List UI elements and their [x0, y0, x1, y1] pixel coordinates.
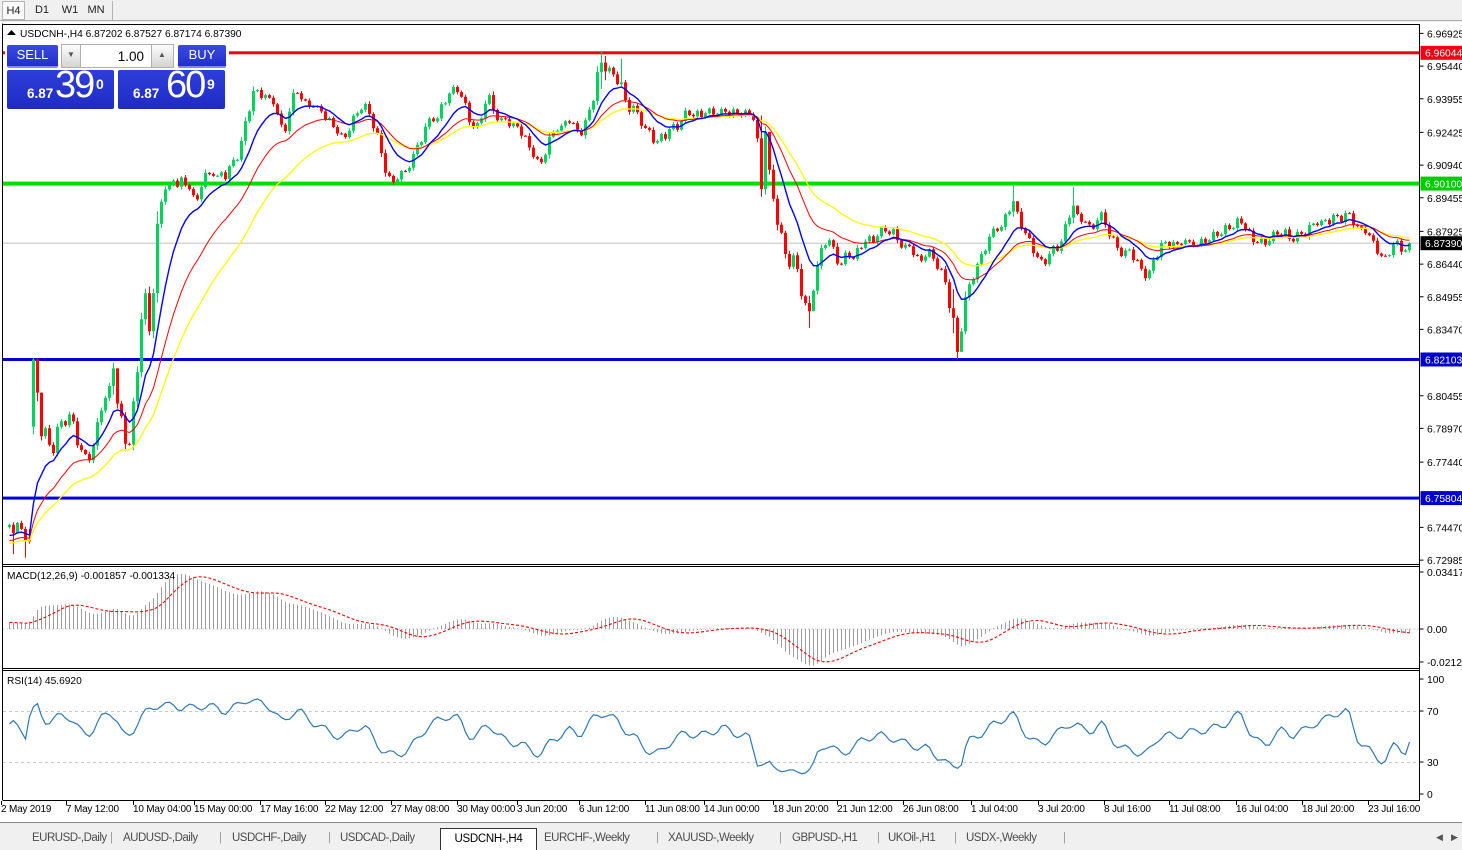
- svg-text:6.92425: 6.92425: [1427, 128, 1462, 139]
- svg-text:21 Jun 12:00: 21 Jun 12:00: [837, 804, 893, 815]
- svg-text:6.83470: 6.83470: [1427, 325, 1462, 336]
- svg-text:23 Jul 16:00: 23 Jul 16:00: [1368, 804, 1421, 815]
- svg-text:10 May 04:00: 10 May 04:00: [133, 804, 192, 815]
- svg-text:6.90940: 6.90940: [1427, 161, 1462, 172]
- svg-text:6.80455: 6.80455: [1427, 392, 1462, 403]
- svg-text:1 Jul 04:00: 1 Jul 04:00: [971, 804, 1018, 815]
- svg-text:6.84955: 6.84955: [1427, 293, 1462, 304]
- svg-text:15 May 00:00: 15 May 00:00: [194, 804, 253, 815]
- svg-text:RSI(14) 45.6920: RSI(14) 45.6920: [7, 676, 82, 687]
- svg-text:6.95440: 6.95440: [1427, 62, 1462, 73]
- svg-text:6.72985: 6.72985: [1427, 556, 1462, 567]
- svg-text:6.75804: 6.75804: [1425, 494, 1462, 505]
- svg-text:7 May 12:00: 7 May 12:00: [66, 804, 119, 815]
- svg-text:0.00: 0.00: [1427, 625, 1447, 636]
- svg-text:6.93955: 6.93955: [1427, 95, 1462, 106]
- svg-text:30 May 00:00: 30 May 00:00: [457, 804, 516, 815]
- svg-text:6.87390: 6.87390: [1425, 239, 1462, 250]
- svg-text:6.90100: 6.90100: [1425, 179, 1462, 190]
- svg-text:27 May 08:00: 27 May 08:00: [391, 804, 450, 815]
- svg-text:2 May 2019: 2 May 2019: [1, 804, 52, 815]
- svg-text:17 May 16:00: 17 May 16:00: [260, 804, 319, 815]
- svg-text:6.74470: 6.74470: [1427, 523, 1462, 534]
- svg-text:100: 100: [1427, 675, 1444, 686]
- svg-text:MACD(12,26,9) -0.001857 -0.001: MACD(12,26,9) -0.001857 -0.001334: [7, 571, 176, 582]
- svg-text:6.77440: 6.77440: [1427, 458, 1462, 469]
- svg-text:22 May 12:00: 22 May 12:00: [325, 804, 384, 815]
- svg-text:6.86440: 6.86440: [1427, 260, 1462, 271]
- svg-text:-0.0212966: -0.0212966: [1427, 658, 1462, 669]
- svg-text:30: 30: [1427, 758, 1439, 769]
- svg-text:6.89455: 6.89455: [1427, 194, 1462, 205]
- svg-text:6.96044: 6.96044: [1425, 49, 1462, 60]
- svg-text:26 Jun 08:00: 26 Jun 08:00: [903, 804, 959, 815]
- svg-text:11 Jul 08:00: 11 Jul 08:00: [1169, 804, 1221, 815]
- svg-text:18 Jun 20:00: 18 Jun 20:00: [773, 804, 829, 815]
- svg-text:6.96925: 6.96925: [1427, 29, 1462, 40]
- svg-text:70: 70: [1427, 707, 1439, 718]
- svg-text:18 Jul 20:00: 18 Jul 20:00: [1302, 804, 1355, 815]
- svg-text:16 Jul 04:00: 16 Jul 04:00: [1236, 804, 1289, 815]
- svg-text:14 Jun 00:00: 14 Jun 00:00: [704, 804, 760, 815]
- svg-text:3 Jul 20:00: 3 Jul 20:00: [1038, 804, 1085, 815]
- svg-text:0: 0: [1427, 790, 1433, 801]
- svg-text:8 Jul 16:00: 8 Jul 16:00: [1104, 804, 1151, 815]
- svg-text:11 Jun 08:00: 11 Jun 08:00: [645, 804, 700, 815]
- svg-text:3 Jun 20:00: 3 Jun 20:00: [517, 804, 568, 815]
- svg-text:6.78970: 6.78970: [1427, 424, 1462, 435]
- svg-text:0.034174: 0.034174: [1427, 568, 1462, 579]
- svg-text:6 Jun 12:00: 6 Jun 12:00: [579, 804, 630, 815]
- svg-text:USDCNH-,H4 6.87202 6.87527 6.: USDCNH-,H4 6.87202 6.87527 6.87174 6.873…: [20, 29, 242, 40]
- svg-text:6.82103: 6.82103: [1425, 355, 1462, 366]
